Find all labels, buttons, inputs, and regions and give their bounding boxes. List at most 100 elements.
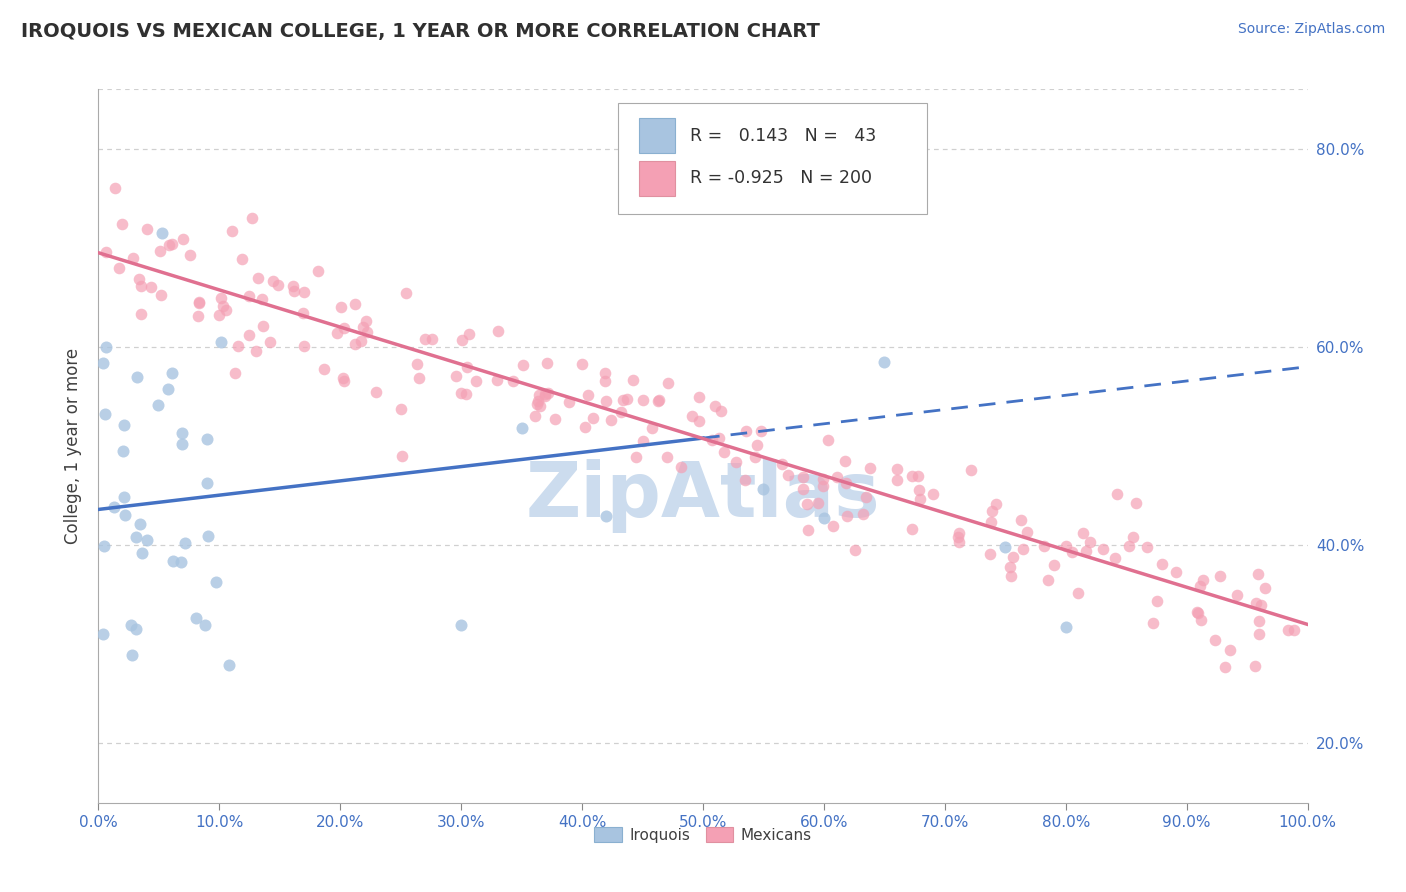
Text: IROQUOIS VS MEXICAN COLLEGE, 1 YEAR OR MORE CORRELATION CHART: IROQUOIS VS MEXICAN COLLEGE, 1 YEAR OR M…: [21, 22, 820, 41]
Point: [1187, 607, 1209, 621]
Point: [131, 546, 153, 560]
Point: [527, 394, 550, 409]
Point: [1247, 626, 1270, 640]
Point: [245, 344, 267, 359]
Point: [852, 508, 875, 522]
Point: [534, 389, 557, 403]
Point: [1067, 586, 1090, 600]
Point: [125, 370, 148, 384]
Point: [1150, 558, 1173, 572]
Point: [595, 508, 617, 523]
Point: [450, 618, 472, 632]
Point: [104, 181, 127, 195]
Point: [366, 384, 388, 399]
Point: [221, 224, 243, 238]
Point: [776, 467, 799, 482]
Point: [631, 392, 654, 407]
Point: [612, 393, 634, 408]
Point: [811, 479, 834, 493]
Point: [710, 404, 733, 418]
Point: [333, 321, 356, 335]
Point: [172, 425, 194, 440]
Point: [797, 523, 820, 537]
Point: [1243, 659, 1265, 673]
Point: [405, 357, 427, 371]
Point: [817, 433, 839, 447]
Point: [707, 431, 730, 445]
Point: [141, 279, 163, 293]
Point: [413, 332, 436, 346]
Point: [648, 392, 671, 407]
Point: [238, 289, 260, 303]
Point: [1122, 530, 1144, 544]
Point: [195, 476, 218, 491]
Point: [631, 434, 654, 448]
Point: [329, 300, 352, 314]
Point: [946, 530, 969, 544]
Text: R =   0.143   N =   43: R = 0.143 N = 43: [690, 127, 876, 145]
Point: [456, 387, 478, 401]
Point: [294, 285, 316, 299]
Point: [1142, 615, 1164, 630]
Point: [314, 361, 336, 376]
Point: [1074, 543, 1097, 558]
Point: [979, 547, 1001, 561]
Point: [529, 387, 551, 401]
Point: [422, 333, 444, 347]
Point: [688, 390, 710, 404]
Point: [170, 437, 193, 451]
Point: [93, 627, 115, 641]
Point: [1208, 568, 1230, 582]
Point: [1226, 588, 1249, 602]
Point: [595, 393, 617, 408]
Point: [129, 278, 152, 293]
Point: [980, 515, 1002, 529]
Point: [350, 334, 373, 348]
Point: [391, 449, 413, 463]
Point: [1002, 549, 1025, 564]
Point: [1219, 642, 1241, 657]
Point: [394, 286, 416, 301]
Point: [984, 497, 1007, 511]
Point: [1104, 550, 1126, 565]
Text: ZipAtlas: ZipAtlas: [526, 459, 880, 533]
Point: [486, 324, 509, 338]
Point: [796, 497, 818, 511]
Point: [1282, 624, 1305, 638]
Point: [112, 490, 135, 504]
Point: [600, 413, 623, 427]
Point: [813, 511, 835, 525]
Point: [114, 508, 136, 523]
Point: [1054, 539, 1077, 553]
Point: [103, 500, 125, 515]
Point: [558, 395, 581, 409]
Point: [292, 339, 315, 353]
Point: [1010, 512, 1032, 526]
Point: [332, 370, 354, 384]
Point: [807, 496, 830, 510]
Point: [1213, 660, 1236, 674]
Point: [873, 355, 896, 369]
Point: [450, 386, 472, 401]
Point: [332, 374, 354, 388]
Point: [326, 326, 349, 340]
Point: [1000, 569, 1022, 583]
Point: [208, 308, 231, 322]
Point: [886, 473, 908, 487]
Point: [231, 252, 253, 266]
Point: [859, 461, 882, 475]
Point: [218, 658, 240, 673]
Point: [734, 425, 756, 439]
Point: [713, 444, 735, 458]
Point: [1191, 574, 1213, 588]
Point: [1146, 594, 1168, 608]
Point: [160, 366, 183, 380]
Point: [1060, 545, 1083, 559]
Point: [752, 482, 775, 496]
Point: [129, 307, 152, 321]
Point: [1164, 565, 1187, 579]
Point: [112, 418, 135, 433]
Point: [205, 575, 228, 590]
Point: [734, 473, 756, 487]
Point: [536, 355, 558, 369]
